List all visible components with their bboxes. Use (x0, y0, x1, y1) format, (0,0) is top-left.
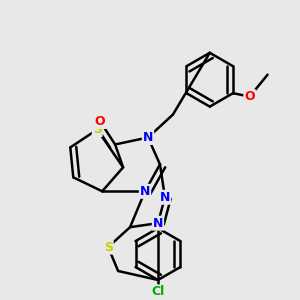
Text: S: S (93, 123, 102, 136)
Text: S: S (104, 241, 113, 254)
Text: Cl: Cl (151, 285, 165, 298)
Text: N: N (153, 217, 163, 230)
Text: N: N (160, 191, 170, 204)
Text: O: O (244, 90, 255, 103)
Text: N: N (143, 131, 153, 144)
Text: N: N (140, 185, 150, 198)
Text: O: O (95, 115, 106, 128)
